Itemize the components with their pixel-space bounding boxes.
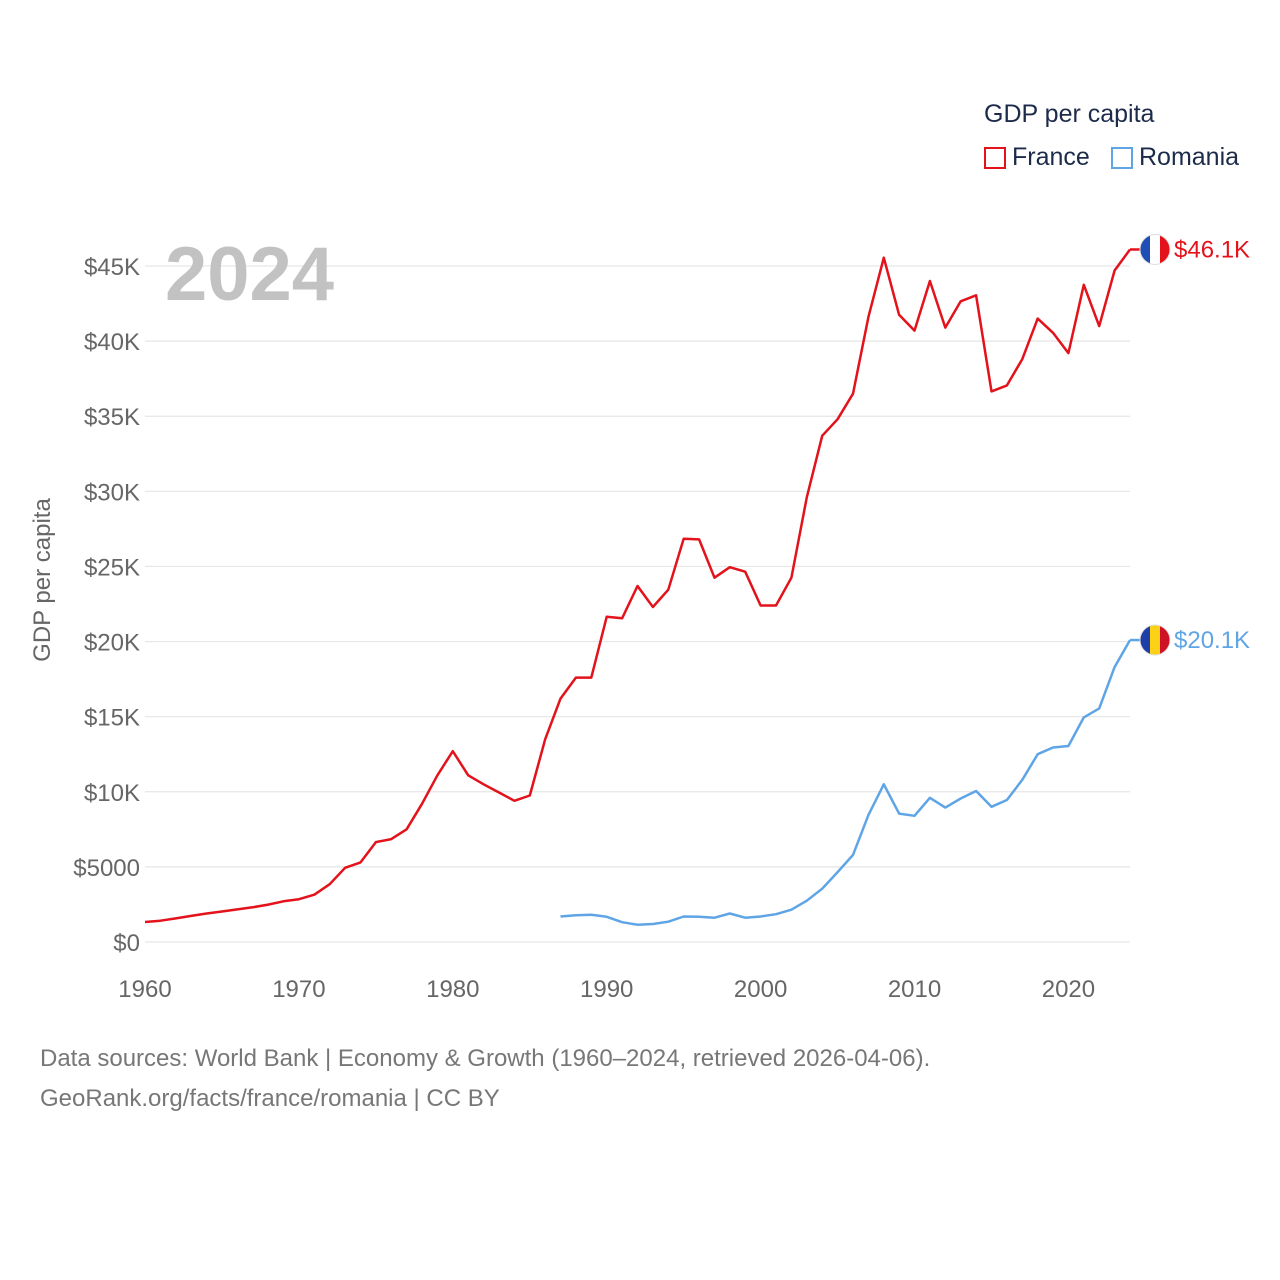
gridlines (145, 265, 1130, 943)
legend-label-france: France (1012, 143, 1090, 171)
year-label: 2024 (165, 232, 334, 317)
legend-item-romania[interactable]: Romania (1111, 143, 1239, 172)
footer-attribution: GeoRank.org/facts/france/romania | CC BY (40, 1085, 500, 1112)
legend-item-france[interactable]: France (984, 143, 1090, 172)
flag-icon-france (1139, 233, 1171, 265)
y-tick-label: $40K (84, 329, 140, 356)
y-tick-label: $10K (84, 780, 140, 807)
y-tick-label: $30K (84, 479, 140, 506)
y-tick-label: $25K (84, 554, 140, 581)
end-labels: $46.1K $20.1K (1139, 233, 1250, 656)
y-tick-label: $35K (84, 404, 140, 431)
y-axis-tick-labels: $0 $5000 $10K $15K $20K $25K $30K $35K $40K $45K (73, 254, 140, 957)
x-tick-label: 1970 (272, 976, 325, 1003)
y-tick-label: $15K (84, 705, 140, 732)
x-tick-label: 1960 (118, 976, 171, 1003)
flag-icon-romania (1139, 624, 1171, 656)
series-line-romania (560, 639, 1132, 926)
x-tick-label: 2020 (1042, 976, 1095, 1003)
legend-swatch-france (984, 146, 1006, 169)
x-tick-label: 1990 (580, 976, 633, 1003)
y-tick-label: $20K (84, 630, 140, 657)
end-label-romania: $20.1K (1174, 627, 1250, 654)
series-line-france (144, 248, 1132, 924)
y-tick-label: $0 (113, 930, 140, 957)
legend-label-romania: Romania (1139, 143, 1240, 171)
series-lines (144, 248, 1140, 926)
footer-sources: Data sources: World Bank | Economy & Gro… (40, 1045, 931, 1072)
x-tick-label: 1980 (426, 976, 479, 1003)
x-tick-label: 2000 (734, 976, 787, 1003)
end-label-france: $46.1K (1174, 236, 1250, 263)
y-axis-title: GDP per capita (29, 498, 56, 662)
legend-title: GDP per capita (984, 100, 1155, 128)
y-tick-label: $5000 (73, 855, 140, 882)
x-tick-label: 2010 (888, 976, 941, 1003)
y-tick-label: $45K (84, 254, 140, 281)
legend-swatch-romania (1111, 146, 1133, 169)
x-axis-tick-labels: 1960 1970 1980 1990 2000 2010 2020 (118, 976, 1095, 1003)
